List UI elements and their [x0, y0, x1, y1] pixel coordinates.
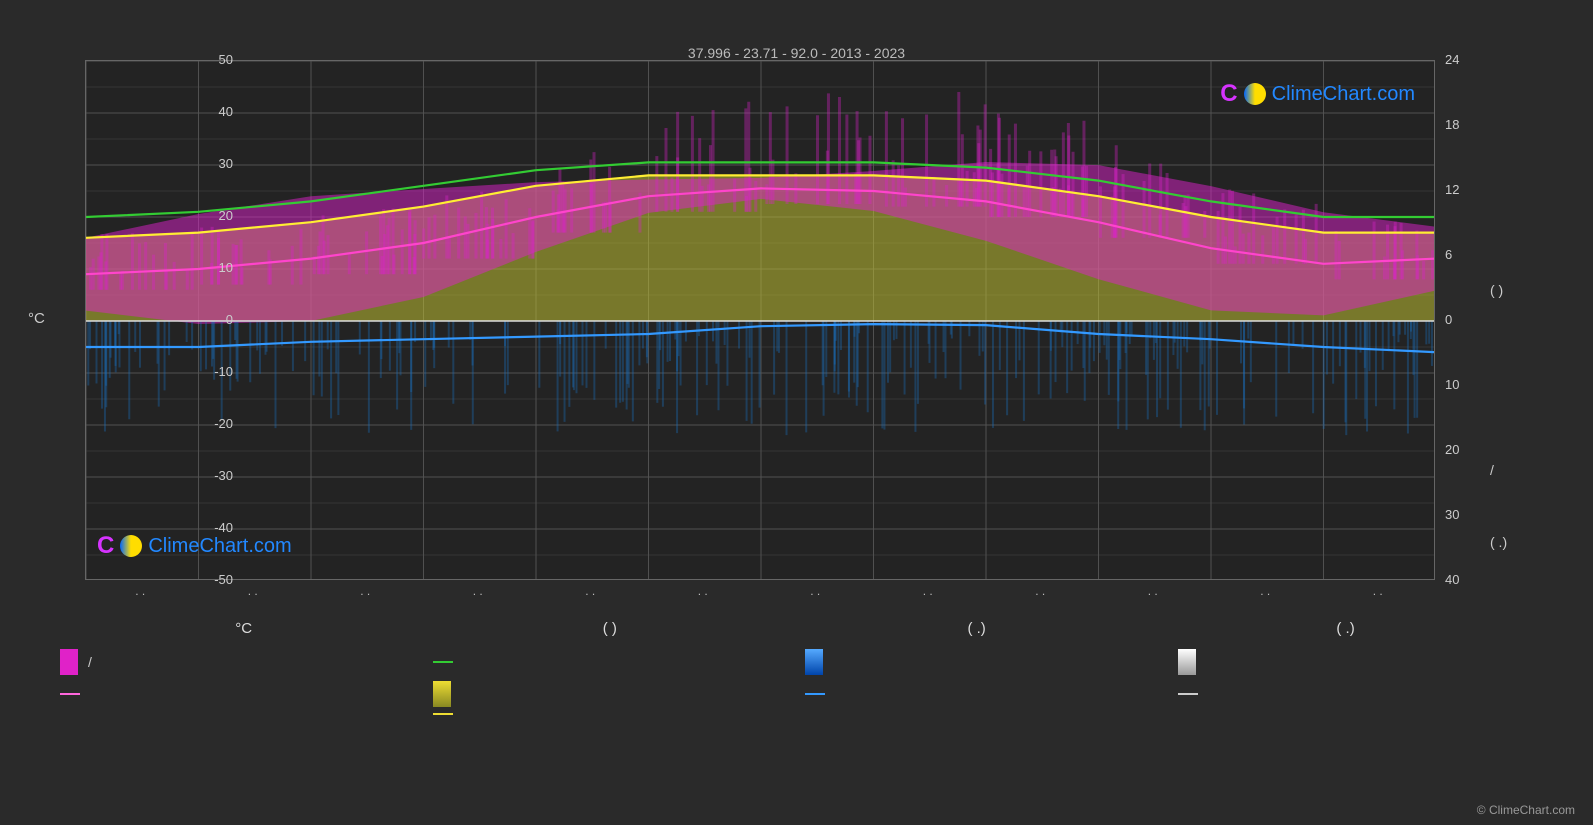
y-left-tick: 0	[193, 312, 233, 327]
legend-label: /	[88, 654, 92, 670]
y-left-label: °C	[28, 310, 45, 327]
legend-header: ( .)	[967, 620, 985, 637]
logo-globe-icon	[120, 535, 142, 557]
y-left-tick: -30	[193, 468, 233, 483]
legend: °C ( ) ( .) ( .) /	[60, 620, 1530, 715]
month-tick: . .	[810, 584, 820, 598]
y-right-tick: 30	[1445, 507, 1485, 522]
legend-swatch-icon	[805, 649, 823, 675]
y-left-tick: -20	[193, 416, 233, 431]
y-right-tick: 18	[1445, 117, 1485, 132]
month-tick: . .	[1373, 584, 1383, 598]
legend-item	[60, 713, 413, 715]
month-tick: . .	[1148, 584, 1158, 598]
logo-globe-icon	[1244, 83, 1266, 105]
legend-header: ( )	[603, 620, 617, 637]
legend-item	[60, 681, 413, 707]
y-left-tick: -40	[193, 520, 233, 535]
logo-c-icon: C	[97, 532, 114, 560]
right-axis-label-3: ( .)	[1490, 534, 1507, 550]
legend-swatch-icon	[60, 649, 78, 675]
copyright-text: © ClimeChart.com	[1477, 803, 1575, 817]
legend-item	[433, 649, 786, 675]
legend-swatch-icon	[433, 661, 453, 663]
legend-item	[433, 681, 786, 707]
right-axis-label-1: ( )	[1490, 282, 1503, 298]
logo-c-icon: C	[1220, 80, 1237, 108]
y-left-tick: 20	[193, 208, 233, 223]
watermark-top: C ClimeChart.com	[1220, 80, 1415, 108]
month-tick: . .	[248, 584, 258, 598]
chart-subtitle: 37.996 - 23.71 - 92.0 - 2013 - 2023	[0, 45, 1593, 61]
y-right-tick: 0	[1445, 312, 1485, 327]
y-right-tick: 10	[1445, 377, 1485, 392]
legend-headers: °C ( ) ( .) ( .)	[60, 620, 1530, 637]
legend-item: /	[60, 649, 413, 675]
y-left-tick: 10	[193, 260, 233, 275]
legend-item	[1178, 681, 1531, 707]
y-left-tick: -10	[193, 364, 233, 379]
watermark-text: ClimeChart.com	[1272, 83, 1415, 106]
y-right-tick: 40	[1445, 572, 1485, 587]
y-left-tick: 30	[193, 156, 233, 171]
month-tick: . .	[585, 584, 595, 598]
month-tick: . .	[1035, 584, 1045, 598]
legend-item	[805, 681, 1158, 707]
y-right-tick: 6	[1445, 247, 1485, 262]
legend-swatch-icon	[60, 693, 80, 695]
legend-item	[805, 649, 1158, 675]
legend-item	[1178, 713, 1531, 715]
y-left-tick: 40	[193, 104, 233, 119]
right-axis-label-2: /	[1490, 462, 1494, 478]
legend-grid: /	[60, 649, 1530, 715]
month-tick: . .	[473, 584, 483, 598]
chart-plot-area: C ClimeChart.com C ClimeChart.com	[85, 60, 1435, 580]
y-left-tick: -50	[193, 572, 233, 587]
legend-swatch-icon	[433, 713, 453, 715]
month-tick: . .	[698, 584, 708, 598]
legend-swatch-icon	[1178, 649, 1196, 675]
legend-header: °C	[235, 620, 252, 637]
month-tick: . .	[923, 584, 933, 598]
y-right-tick: 12	[1445, 182, 1485, 197]
y-left-tick: 50	[193, 52, 233, 67]
watermark-bottom: C ClimeChart.com	[97, 532, 292, 560]
month-tick: . .	[1260, 584, 1270, 598]
legend-item	[1178, 649, 1531, 675]
y-right-tick: 24	[1445, 52, 1485, 67]
legend-swatch-icon	[433, 681, 451, 707]
watermark-text-2: ClimeChart.com	[148, 535, 291, 558]
month-tick: . .	[360, 584, 370, 598]
legend-swatch-icon	[1178, 693, 1198, 695]
y-right-tick: 20	[1445, 442, 1485, 457]
legend-header: ( .)	[1336, 620, 1354, 637]
month-tick: . .	[135, 584, 145, 598]
legend-item	[433, 713, 786, 715]
legend-swatch-icon	[805, 693, 825, 695]
legend-item	[805, 713, 1158, 715]
